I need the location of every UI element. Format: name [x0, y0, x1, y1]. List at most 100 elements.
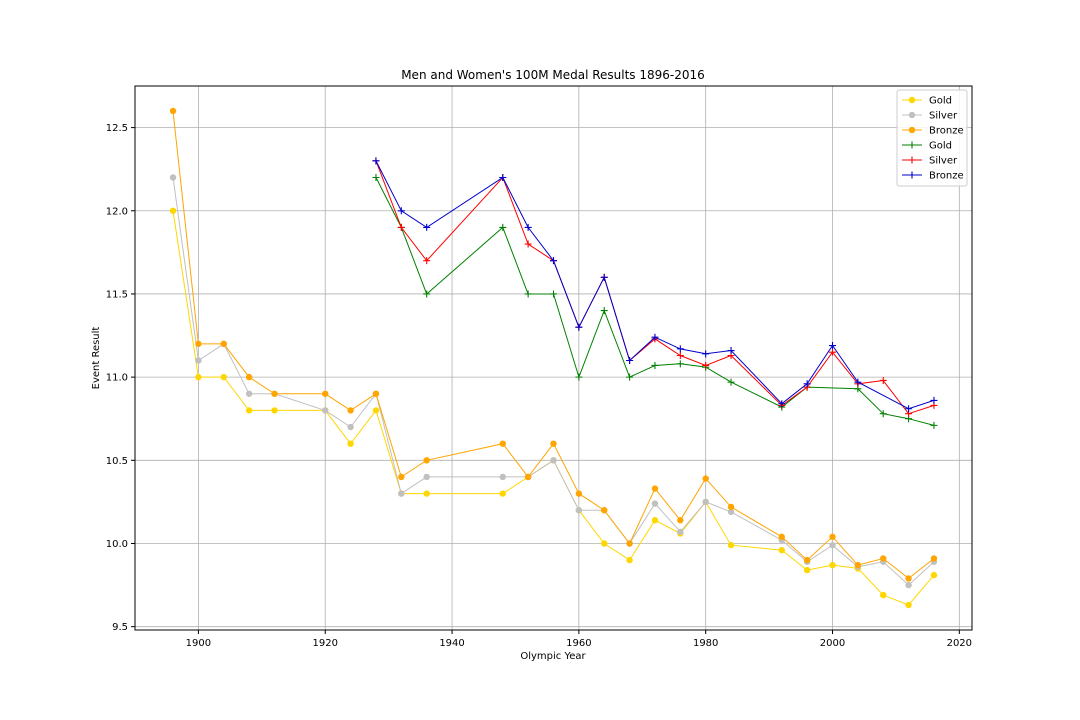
data-point: [702, 498, 709, 506]
x-tick-label: 1980: [693, 638, 718, 649]
data-point: [499, 473, 506, 481]
data-point: [423, 490, 430, 497]
series-layer: [169, 107, 938, 609]
data-point: [575, 507, 583, 514]
data-point: [524, 473, 532, 481]
data-point: [854, 378, 862, 386]
x-tick-label: 1960: [566, 638, 591, 649]
legend-marker: [908, 126, 916, 134]
data-point: [423, 473, 430, 481]
legend-label: Gold: [929, 141, 952, 152]
data-point: [245, 373, 253, 381]
data-point: [905, 581, 912, 589]
data-point: [398, 473, 405, 481]
data-point: [727, 347, 735, 355]
data-point: [854, 561, 862, 569]
data-point: [575, 490, 583, 497]
legend-marker: [908, 141, 916, 149]
data-point: [626, 556, 633, 564]
data-point: [169, 107, 177, 115]
data-point: [651, 517, 659, 524]
legend-label: Bronze: [929, 126, 964, 137]
legend-item: Silver: [902, 156, 958, 167]
y-tick-label: 12.0: [106, 206, 128, 217]
data-point: [905, 601, 912, 609]
data-point: [423, 457, 430, 464]
x-tick-label: 1900: [186, 638, 211, 649]
data-point: [829, 342, 836, 350]
series-line: [375, 160, 935, 415]
data-point: [398, 490, 405, 497]
data-point: [626, 373, 634, 381]
y-axis: 9.5 10.0 10.5 11.0 11.5 12.0 12.5: [106, 123, 135, 633]
data-point: [220, 373, 227, 381]
legend-label: Silver: [929, 156, 958, 167]
data-point: [601, 540, 608, 547]
data-point: [651, 500, 659, 507]
data-point: [423, 290, 431, 298]
chart-title: Men and Women's 100M Medal Results 1896-…: [401, 68, 705, 82]
data-point: [524, 290, 532, 298]
legend-item: Gold: [902, 141, 952, 152]
data-point: [930, 421, 938, 429]
data-point: [245, 407, 253, 414]
data-point: [651, 333, 659, 341]
data-point: [499, 223, 507, 231]
data-point: [676, 360, 684, 368]
series-women-bronze: [372, 157, 938, 413]
data-point: [702, 350, 710, 358]
series-women-gold: [372, 173, 938, 429]
data-point: [423, 257, 431, 265]
data-point: [271, 390, 278, 397]
data-point: [829, 348, 836, 356]
legend-label: Bronze: [929, 171, 964, 182]
data-point: [347, 423, 354, 431]
legend-item: Bronze: [902, 171, 964, 182]
legend-marker: [908, 96, 916, 104]
data-point: [499, 440, 506, 447]
data-point: [905, 405, 913, 413]
data-point: [702, 361, 710, 369]
data-point: [879, 410, 887, 418]
series-men-bronze: [169, 107, 938, 582]
data-point: [651, 361, 659, 369]
data-point: [195, 357, 202, 364]
data-point: [550, 290, 557, 298]
plot-frame: [134, 85, 973, 631]
data-point: [879, 376, 887, 384]
data-point: [499, 490, 506, 497]
data-point: [524, 240, 532, 248]
x-tick-label: 2020: [947, 638, 972, 649]
data-point: [702, 475, 709, 482]
legend-marker: [908, 171, 916, 179]
data-point: [829, 561, 836, 569]
data-point: [550, 440, 557, 447]
data-point: [880, 555, 887, 562]
data-point: [829, 541, 836, 549]
data-point: [397, 207, 405, 215]
data-point: [499, 173, 507, 181]
data-point: [372, 173, 380, 181]
data-point: [550, 457, 557, 464]
legend-item: Bronze: [902, 126, 964, 137]
data-point: [372, 157, 380, 165]
data-point: [727, 503, 735, 511]
data-point: [220, 340, 227, 348]
data-point: [905, 575, 912, 582]
data-point: [829, 533, 836, 541]
data-point: [727, 508, 735, 516]
data-point: [322, 407, 329, 414]
legend: Gold Silver Bronze Gold Silver Bronze: [896, 89, 968, 187]
data-point: [778, 400, 786, 408]
data-point: [803, 566, 811, 574]
data-point: [575, 373, 583, 381]
data-point: [677, 517, 684, 524]
data-point: [195, 340, 202, 348]
data-point: [677, 528, 684, 536]
data-point: [803, 380, 811, 388]
data-point: [271, 407, 278, 414]
data-point: [169, 174, 177, 181]
data-point: [600, 273, 608, 281]
data-point: [803, 556, 811, 564]
